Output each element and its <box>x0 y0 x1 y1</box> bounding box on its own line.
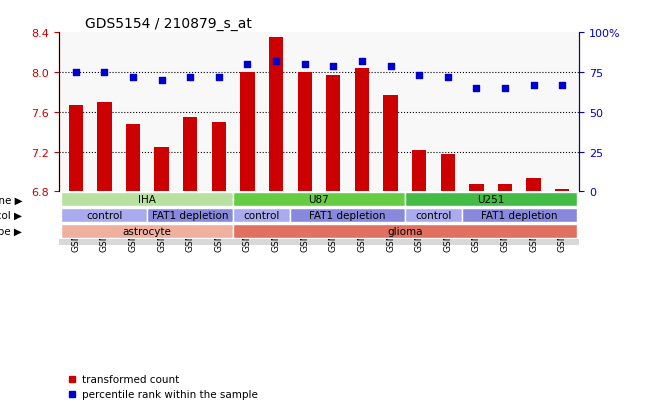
Point <box>529 82 539 89</box>
Bar <box>269 38 283 192</box>
Text: control: control <box>243 211 280 221</box>
Bar <box>97 102 111 192</box>
Text: astrocyte: astrocyte <box>123 227 172 237</box>
Bar <box>555 190 570 192</box>
Point <box>385 63 396 70</box>
Bar <box>326 76 340 192</box>
Point <box>357 58 367 65</box>
Legend: transformed count, percentile rank within the sample: transformed count, percentile rank withi… <box>64 370 262 404</box>
FancyBboxPatch shape <box>61 224 233 239</box>
Point <box>443 74 453 81</box>
Point <box>99 69 109 76</box>
Point <box>557 82 568 89</box>
Bar <box>183 117 197 192</box>
Text: control: control <box>86 211 122 221</box>
Text: control: control <box>415 211 452 221</box>
Point <box>299 62 310 68</box>
Text: cell line ▶: cell line ▶ <box>0 195 22 205</box>
Text: protocol ▶: protocol ▶ <box>0 211 22 221</box>
FancyBboxPatch shape <box>233 193 405 207</box>
Bar <box>154 147 169 192</box>
Bar <box>469 185 484 192</box>
Text: FAT1 depletion: FAT1 depletion <box>152 211 229 221</box>
Text: cell type ▶: cell type ▶ <box>0 227 22 237</box>
Point <box>271 58 281 65</box>
Text: IHA: IHA <box>139 195 156 205</box>
FancyBboxPatch shape <box>233 209 290 223</box>
Bar <box>212 122 226 192</box>
Bar <box>383 95 398 192</box>
Text: U251: U251 <box>477 195 505 205</box>
FancyBboxPatch shape <box>61 209 147 223</box>
Point <box>214 74 224 81</box>
Text: FAT1 depletion: FAT1 depletion <box>309 211 386 221</box>
FancyBboxPatch shape <box>61 193 233 207</box>
FancyBboxPatch shape <box>290 209 405 223</box>
FancyBboxPatch shape <box>147 209 233 223</box>
Point <box>156 77 167 84</box>
Bar <box>126 124 140 192</box>
Bar <box>527 179 541 192</box>
Point <box>185 74 195 81</box>
Bar <box>412 150 426 192</box>
Point <box>328 63 339 70</box>
Bar <box>68 105 83 192</box>
Point <box>128 74 138 81</box>
Point <box>242 62 253 68</box>
Point <box>414 73 424 79</box>
Text: GDS5154 / 210879_s_at: GDS5154 / 210879_s_at <box>85 17 251 31</box>
Point <box>471 85 482 92</box>
Text: U87: U87 <box>309 195 329 205</box>
FancyBboxPatch shape <box>462 209 577 223</box>
FancyBboxPatch shape <box>405 193 577 207</box>
FancyBboxPatch shape <box>405 209 462 223</box>
Bar <box>240 73 255 192</box>
Bar <box>498 185 512 192</box>
FancyBboxPatch shape <box>233 224 577 239</box>
Bar <box>441 154 455 192</box>
Text: FAT1 depletion: FAT1 depletion <box>481 211 557 221</box>
Bar <box>298 73 312 192</box>
Point <box>500 85 510 92</box>
Point <box>70 69 81 76</box>
Text: glioma: glioma <box>387 227 422 237</box>
Bar <box>355 69 369 192</box>
